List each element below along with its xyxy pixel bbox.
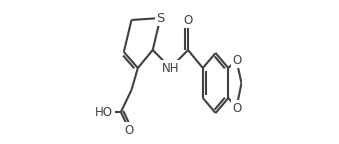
Text: O: O [233,102,242,114]
Text: HO: HO [95,106,113,119]
Text: O: O [183,14,193,26]
Text: O: O [233,54,242,67]
Text: NH: NH [162,61,179,74]
Text: S: S [156,12,164,24]
Text: O: O [125,124,134,137]
